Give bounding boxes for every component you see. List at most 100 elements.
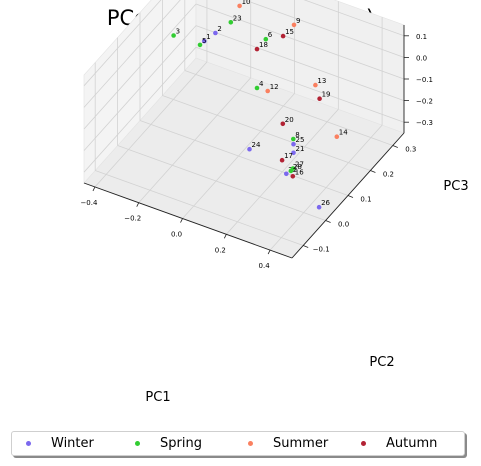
y-tick-mark [347,195,354,198]
point-label: 15 [285,28,294,36]
data-point [317,96,322,101]
y-tick-label: 0.3 [405,146,416,154]
point-label: 23 [233,14,242,22]
z-tick-label: 0.1 [416,33,427,41]
legend-label: Summer [273,436,329,451]
grid-line [195,46,405,123]
data-point [263,36,269,42]
grid-line [117,145,326,221]
point-label: 2 [217,25,221,33]
x-axis-label: PC1 [145,390,170,405]
point-label: 18 [259,41,268,49]
point-label: 12 [270,83,279,91]
point-label: 27 [295,161,304,169]
x-tick-label: −0.2 [124,215,141,223]
point-label: 5 [202,37,206,45]
data-point [290,174,296,179]
grid-lines [83,0,405,251]
z-tick-label: 0.0 [416,54,427,62]
point-label: 24 [252,141,261,149]
data-point [254,46,260,52]
x-tick-mark [267,249,271,255]
point-label: 6 [268,31,273,39]
point-label: 10 [242,0,251,6]
grid-line [83,0,181,108]
legend-item: Winter [12,432,125,455]
grid-line [83,46,197,173]
grid-line [184,70,393,146]
point-label: 13 [317,77,326,85]
grid-line [83,25,197,151]
point-label: 3 [176,28,180,36]
grid-line [162,95,371,171]
z-tick-label: −0.2 [416,98,433,106]
data-points: 1221222425263456823272891011121314151617… [171,0,348,210]
legend-marker [135,441,140,446]
point-label: 20 [285,116,294,124]
grid-line [243,0,405,58]
x-axis-line [83,182,293,259]
x-tick-label: 0.2 [215,246,226,254]
grid-line [83,0,162,87]
grid-line [195,3,405,80]
y-tick-label: 0.0 [338,221,349,229]
y-axis-label: PC2 [369,355,394,370]
point-label: 9 [296,17,300,25]
grid-line [95,170,304,246]
y-tick-label: 0.2 [383,171,394,179]
data-point [291,136,296,142]
z-tick-label: −0.3 [416,119,433,127]
point-label: 19 [322,91,331,99]
data-point [316,204,322,210]
legend-label: Winter [51,436,94,451]
legend-marker [26,441,31,446]
data-point [291,141,296,147]
y-tick-mark [392,145,398,148]
data-point [254,85,260,91]
grid-line [139,120,349,196]
data-point [291,22,297,28]
y-tick-label: 0.1 [360,196,371,204]
data-point [171,33,176,38]
data-point [288,168,294,174]
legend-marker [361,441,366,446]
x-tick-label: 0.0 [171,231,182,239]
data-point [334,134,340,139]
y-tick-mark [370,170,376,173]
data-point [213,30,218,36]
data-point [247,146,252,152]
data-point [197,42,203,48]
point-label: 4 [259,80,264,88]
y-tick-label: −0.1 [313,246,330,254]
x-tick-mark [223,234,227,239]
data-point [279,157,285,163]
data-point [228,20,234,25]
legend-label: Autumn [386,436,438,451]
x-tick-mark [92,186,96,192]
point-label: 28 [293,163,302,171]
y-tick-mark [325,220,331,223]
data-point [202,38,207,44]
data-point [265,88,271,94]
data-point [280,33,286,39]
point-label: 21 [296,145,305,153]
x-tick-label: 0.4 [259,262,271,270]
legend-item: Summer [238,432,351,455]
data-point [237,3,242,9]
data-point [313,82,318,88]
grid-line [303,0,405,37]
point-label: 1 [206,33,210,41]
legend-label: Spring [160,436,202,451]
data-point [284,171,289,177]
point-label: 25 [296,136,305,144]
data-point [280,121,286,127]
point-label: 26 [321,199,330,207]
legend-item: Autumn [351,432,464,455]
legend-marker [248,441,253,446]
point-label: 14 [339,129,348,137]
x-tick-label: −0.4 [80,199,98,207]
grid-line [83,3,197,130]
point-label: 8 [295,131,299,139]
z-axis-label: PC3 [443,179,468,194]
